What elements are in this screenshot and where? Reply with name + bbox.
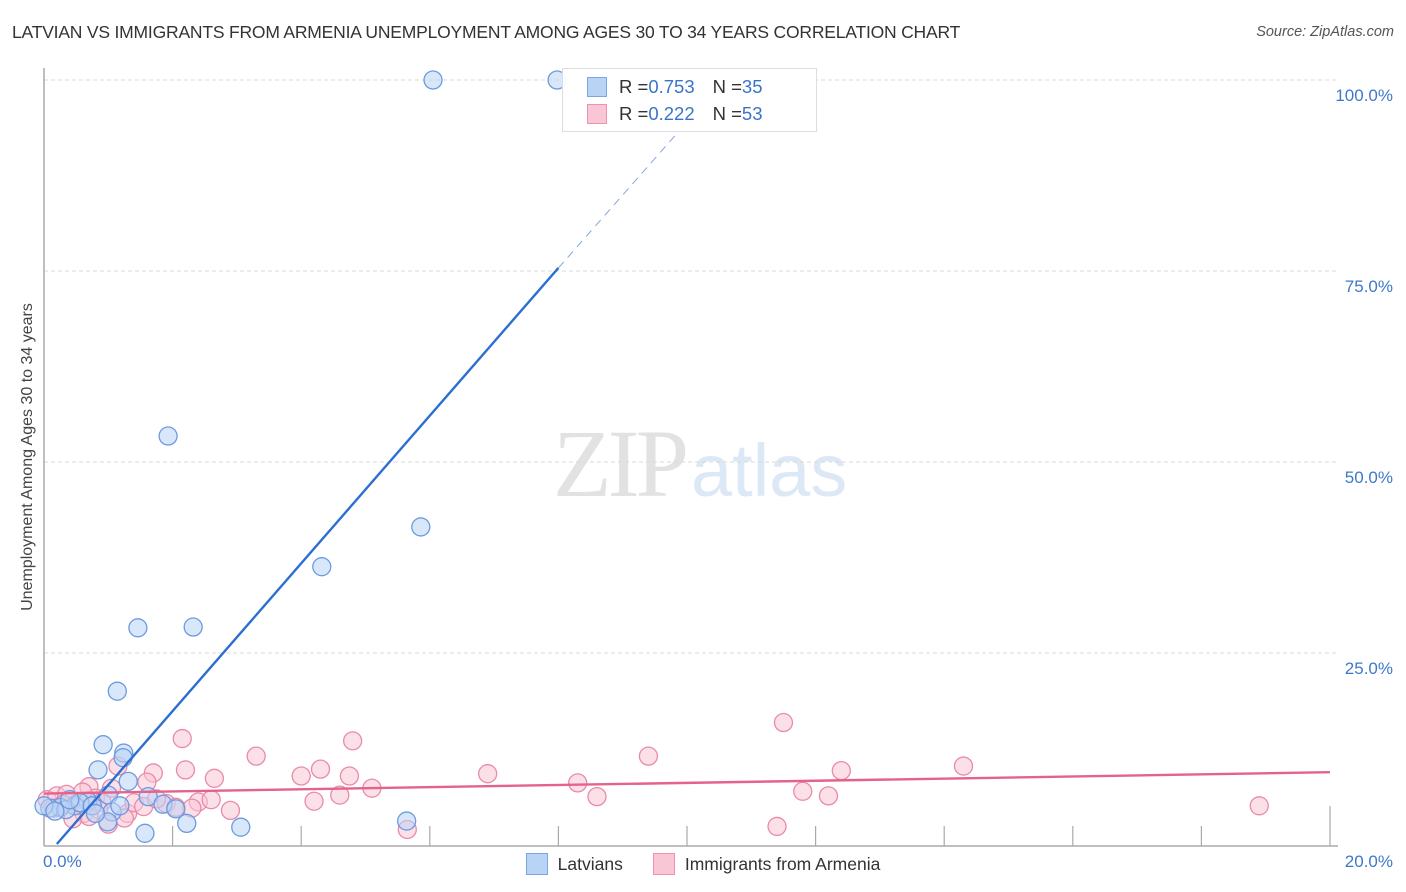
data-point-latvians — [88, 760, 108, 780]
legend-label: Immigrants from Armenia — [684, 853, 881, 874]
n-label: N = — [712, 76, 742, 97]
n-label: N = — [712, 103, 742, 124]
data-point-armenia — [1249, 796, 1269, 816]
data-point-latvians — [113, 748, 133, 768]
data-point-latvians — [231, 817, 251, 837]
data-point-armenia — [818, 786, 839, 806]
chart-title: LATVIAN VS IMMIGRANTS FROM ARMENIA UNEMP… — [12, 22, 961, 42]
data-point-armenia — [638, 746, 659, 766]
data-point-armenia — [330, 785, 350, 805]
data-point-latvians — [93, 735, 113, 755]
blue-swatch-icon — [525, 853, 548, 875]
data-point-latvians — [85, 803, 106, 824]
r-label: R = — [619, 103, 649, 124]
data-point-armenia — [339, 766, 360, 786]
legend-item-latvians[interactable]: Latvians — [525, 853, 623, 875]
data-point-latvians — [166, 799, 186, 819]
data-point-armenia — [175, 760, 196, 780]
data-point-latvians — [183, 617, 203, 637]
data-point-latvians — [158, 426, 178, 446]
data-point-latvians — [107, 681, 127, 701]
data-point-armenia — [201, 790, 221, 810]
r-value: 0.222 — [648, 103, 695, 124]
data-point-armenia — [773, 712, 794, 733]
data-point-latvians — [177, 813, 197, 834]
legend-row-armenia: R = 0.222 N = 53 — [587, 103, 763, 125]
data-point-armenia — [246, 746, 266, 766]
data-point-armenia — [793, 781, 813, 801]
data-point-armenia — [767, 816, 787, 837]
y-tick-75: 75.0% — [1344, 277, 1393, 296]
data-point-latvians — [118, 771, 138, 792]
data-point-latvians — [397, 811, 417, 831]
trendline-armenia — [43, 770, 1331, 795]
data-point-armenia — [220, 800, 241, 821]
data-point-latvians — [110, 796, 130, 816]
watermark: ZIPatlas — [553, 408, 847, 519]
y-tick-50: 50.0% — [1344, 468, 1393, 487]
data-point-armenia — [568, 773, 588, 793]
y-tick-25: 25.0% — [1344, 659, 1393, 678]
n-value: 53 — [741, 103, 763, 124]
data-point-armenia — [310, 759, 331, 779]
data-point-armenia — [342, 731, 363, 751]
x-tick-min: 0.0% — [43, 852, 82, 871]
data-point-armenia — [831, 761, 851, 781]
data-point-armenia — [291, 766, 311, 786]
data-point-armenia — [304, 791, 324, 811]
pink-swatch-icon — [587, 104, 607, 124]
blue-swatch-icon — [587, 77, 607, 97]
pink-swatch-icon — [652, 853, 675, 875]
y-tick-100: 100.0% — [1335, 86, 1393, 105]
data-point-armenia — [953, 756, 974, 776]
data-point-latvians — [128, 618, 148, 638]
legend-row-latvians: R = 0.753 N = 35 — [587, 76, 763, 98]
y-axis-label: Unemployment Among Ages 30 to 34 years — [19, 303, 36, 611]
trendline-latvians — [55, 267, 560, 845]
legend-item-armenia[interactable]: Immigrants from Armenia — [652, 853, 881, 875]
data-point-latvians — [60, 790, 80, 810]
data-point-armenia — [587, 786, 607, 807]
data-point-armenia — [478, 764, 498, 784]
data-point-latvians — [135, 823, 155, 843]
data-point-latvians — [45, 801, 65, 821]
stats-legend: R = 0.753 N = 35 R = 0.222 N = 53 — [562, 68, 817, 132]
legend-label: Latvians — [557, 853, 623, 874]
r-value: 0.753 — [648, 76, 695, 97]
data-point-latvians — [411, 517, 431, 537]
watermark-atlas: atlas — [691, 429, 848, 512]
n-value: 35 — [741, 76, 763, 97]
watermark-zip: ZIP — [553, 410, 689, 517]
data-point-armenia — [172, 728, 192, 749]
source-credit: Source: ZipAtlas.com — [1256, 24, 1394, 40]
r-label: R = — [619, 76, 649, 97]
data-point-armenia — [204, 768, 225, 788]
data-point-latvians — [423, 70, 443, 90]
x-tick-max: 20.0% — [1344, 852, 1393, 871]
data-point-latvians — [312, 557, 332, 577]
trendline-latvians-extension — [558, 121, 688, 269]
series-legend: Latvians Immigrants from Armenia — [0, 853, 1406, 875]
